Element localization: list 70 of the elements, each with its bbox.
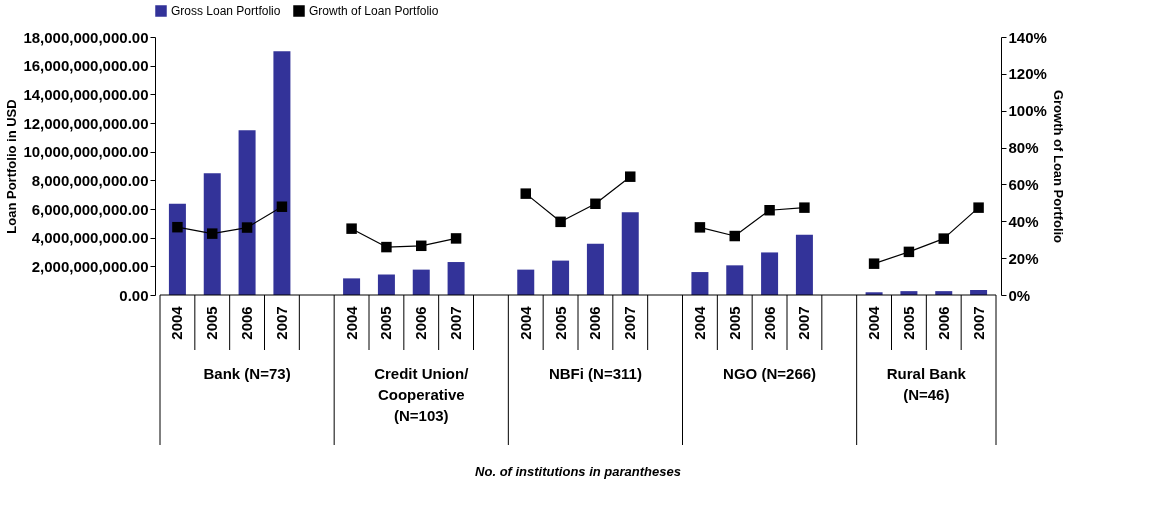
bar xyxy=(586,243,604,295)
point xyxy=(868,258,880,269)
x-tick-label: 2007 xyxy=(621,306,639,340)
bar xyxy=(761,252,779,295)
x-tick-label: 2006 xyxy=(934,306,952,340)
bar xyxy=(447,262,465,295)
point xyxy=(799,202,810,213)
text: NBFi (N=311) xyxy=(548,365,642,382)
bar xyxy=(517,269,535,295)
y-tick-label: 2,000,000,000.00 xyxy=(31,257,149,275)
x-tick-label: 2006 xyxy=(760,306,778,340)
x-tick-label: 2005 xyxy=(203,306,221,340)
y2-tick-label: 100% xyxy=(1008,102,1047,120)
legend-label: Gross Loan Portfolio xyxy=(171,4,281,18)
bar xyxy=(343,278,361,295)
y2-tick-label: 20% xyxy=(1008,249,1039,267)
y-tick-label: 14,000,000,000.00 xyxy=(23,85,149,103)
x-tick-label: 2006 xyxy=(238,306,256,340)
bar xyxy=(726,265,744,295)
x-tick-label: 2006 xyxy=(586,306,604,340)
y2-axis-title: Growth of Loan Portfolio xyxy=(1050,89,1066,244)
y-tick-label: 10,000,000,000.00 xyxy=(23,143,149,161)
point xyxy=(973,202,984,213)
bar xyxy=(168,203,186,295)
text: Bank (N=73) xyxy=(203,365,291,382)
text: Rural Bank (N=46) xyxy=(886,365,967,403)
y2-tick-label: 60% xyxy=(1008,175,1039,193)
x-tick-label: 2005 xyxy=(377,306,395,340)
bar xyxy=(203,173,221,295)
bar xyxy=(273,51,291,295)
x-tick-label: 2006 xyxy=(412,306,430,340)
x-tick-label: 2007 xyxy=(969,306,987,340)
x-tick-label: 2007 xyxy=(272,306,290,340)
x-tick-label: 2007 xyxy=(447,306,465,340)
y-tick-label: 6,000,000,000.00 xyxy=(31,200,149,218)
legend-label: Growth of Loan Portfolio xyxy=(309,4,439,18)
bar xyxy=(377,274,395,295)
x-tick-label: 2005 xyxy=(551,306,569,340)
x-tick-label: 2004 xyxy=(865,305,883,340)
bar xyxy=(412,269,430,295)
x-tick-label: 2004 xyxy=(168,305,186,340)
x-tick-label: 2007 xyxy=(795,306,813,340)
point xyxy=(625,171,636,182)
x-tick-label: 2005 xyxy=(725,306,743,340)
y-tick-label: 0.00 xyxy=(119,286,149,304)
point xyxy=(938,233,949,244)
y-tick-label: 8,000,000,000.00 xyxy=(31,171,149,189)
y2-tick-label: 40% xyxy=(1008,212,1039,230)
y-tick-label: 18,000,000,000.00 xyxy=(23,28,149,46)
y2-tick-label: 80% xyxy=(1008,139,1039,157)
bar xyxy=(621,212,639,295)
y-tick-label: 12,000,000,000.00 xyxy=(23,114,149,132)
bar xyxy=(238,130,256,295)
bar xyxy=(552,260,570,295)
text: NGO (N=266) xyxy=(723,365,817,382)
y-tick-label: 4,000,000,000.00 xyxy=(31,229,149,247)
bar xyxy=(795,234,813,295)
y-tick-label: 16,000,000,000.00 xyxy=(23,57,149,75)
y2-tick-label: 0% xyxy=(1008,286,1031,304)
x-tick-label: 2005 xyxy=(899,306,917,340)
y2-tick-label: 120% xyxy=(1008,65,1047,83)
text: Credit Union/ Cooperative (N=103) xyxy=(374,365,470,424)
bar xyxy=(691,272,709,295)
text: No. of institutions in parantheses xyxy=(475,464,681,479)
x-tick-label: 2004 xyxy=(690,305,708,340)
y2-tick-label: 140% xyxy=(1008,28,1047,46)
point xyxy=(903,246,915,258)
x-tick-label: 2004 xyxy=(516,305,534,340)
x-tick-label: 2004 xyxy=(342,305,360,340)
y-axis-title: Loan Portfolio in USD xyxy=(4,99,20,234)
